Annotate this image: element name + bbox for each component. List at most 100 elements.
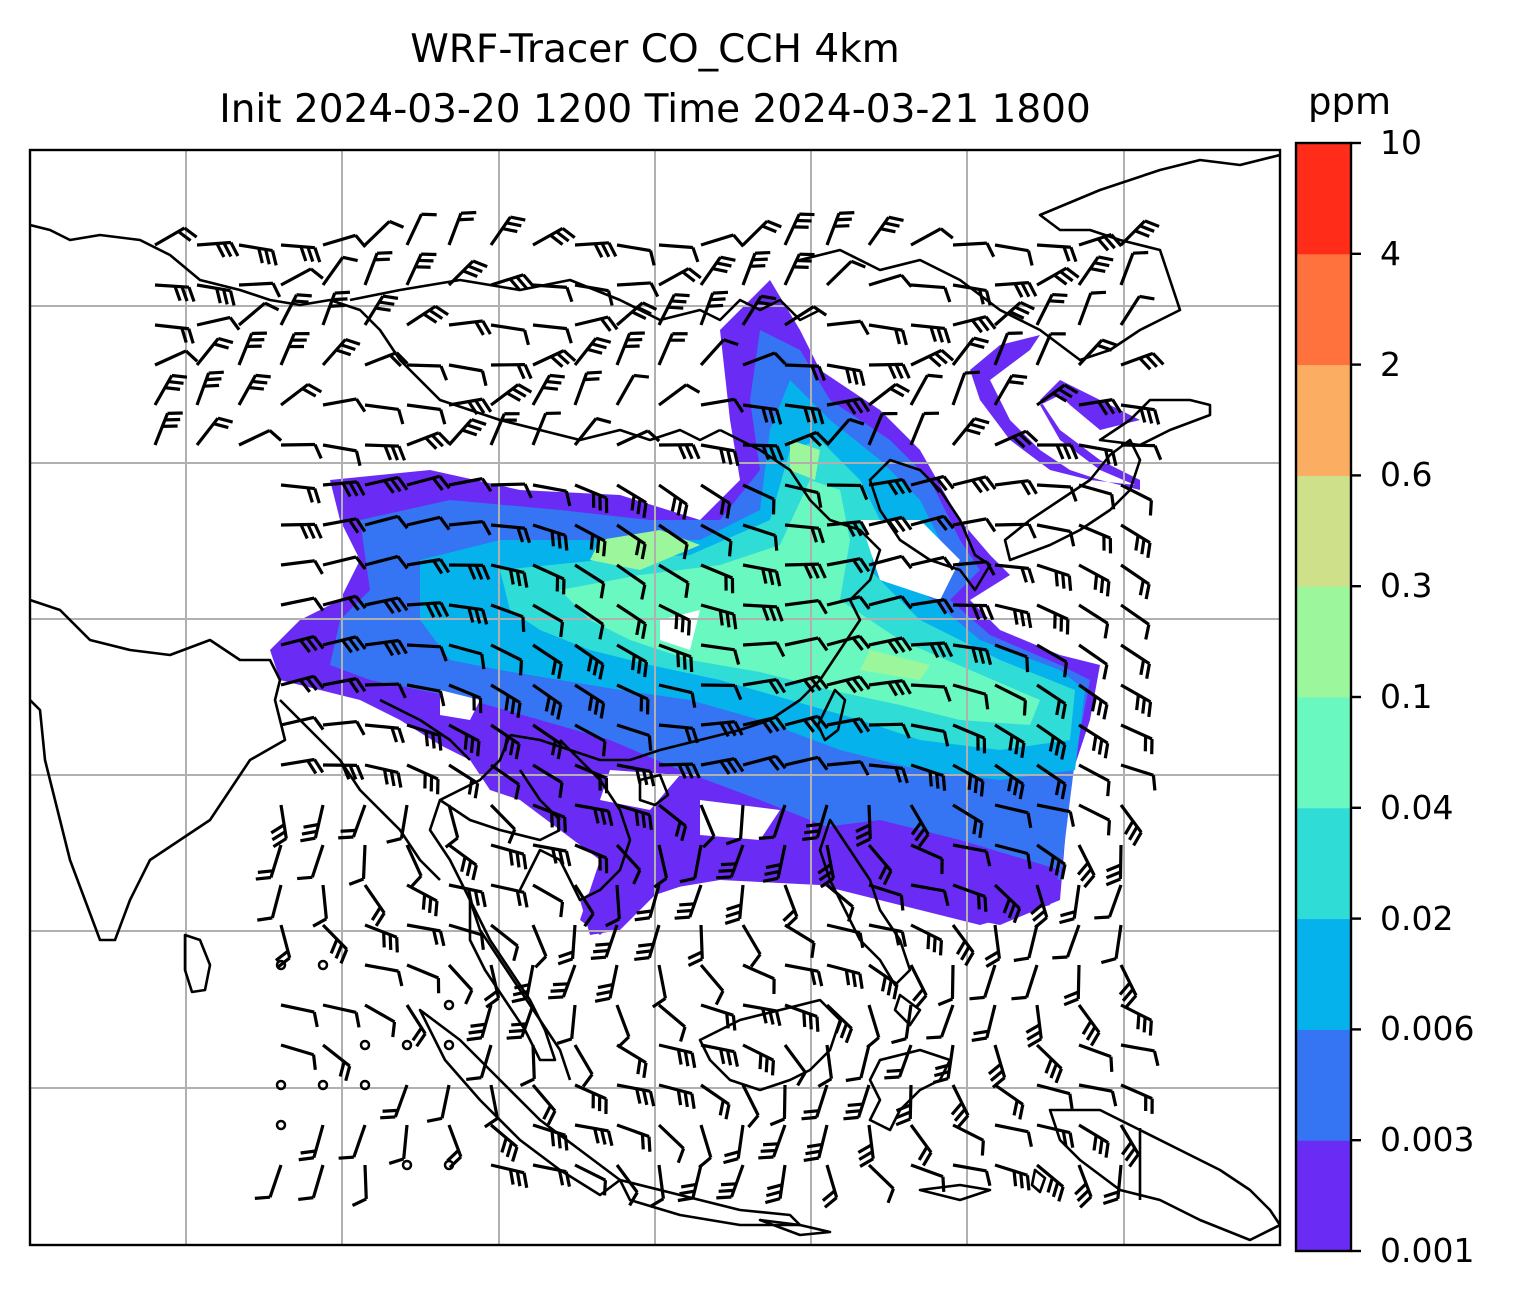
wind-barb bbox=[826, 363, 866, 387]
wind-barb bbox=[490, 843, 528, 870]
wind-barb bbox=[1120, 603, 1151, 640]
wind-barb bbox=[279, 293, 312, 326]
wind-barb bbox=[1120, 763, 1157, 791]
wind-barb bbox=[926, 1004, 955, 1040]
wind-barb bbox=[866, 1004, 881, 1049]
wind-barb bbox=[817, 844, 836, 889]
wind-barb bbox=[616, 723, 653, 751]
wind-barb bbox=[548, 964, 577, 1000]
wind-barb bbox=[573, 336, 612, 366]
wind-barb bbox=[826, 397, 871, 415]
wind-barb bbox=[280, 1043, 317, 1071]
wind-barb bbox=[742, 403, 783, 425]
wind-barb bbox=[1120, 643, 1151, 679]
wind-barb bbox=[867, 411, 898, 446]
wind-barb bbox=[1011, 964, 1039, 1001]
coast-sri-lanka bbox=[183, 933, 212, 994]
wind-barb bbox=[322, 517, 367, 534]
wind-barb bbox=[1035, 332, 1066, 366]
wind-barb bbox=[1120, 1043, 1160, 1067]
wind-barb bbox=[364, 443, 406, 461]
coast-hainan bbox=[638, 773, 670, 807]
wind-barb bbox=[868, 923, 908, 947]
wind-barb bbox=[855, 804, 872, 847]
wind-barb bbox=[444, 804, 460, 849]
wind-barb bbox=[519, 1044, 536, 1087]
wind-barb bbox=[153, 411, 183, 446]
wind-barb bbox=[322, 635, 367, 654]
wind-barb bbox=[448, 683, 483, 714]
wind-barb bbox=[321, 255, 358, 286]
wind-barb bbox=[951, 924, 975, 967]
wind-barb bbox=[868, 722, 911, 739]
wind-barb bbox=[969, 964, 997, 1001]
wind-barb bbox=[1078, 523, 1113, 554]
wind-barb bbox=[532, 723, 563, 760]
wind-barb bbox=[532, 803, 567, 833]
wind-barb bbox=[448, 563, 491, 581]
wind-barb bbox=[406, 643, 448, 662]
wind-barb bbox=[322, 1003, 361, 1028]
wind-barb bbox=[532, 1123, 569, 1151]
wind-barb bbox=[1052, 924, 1081, 960]
wind-barb bbox=[531, 411, 561, 446]
wind-barb bbox=[950, 1084, 970, 1129]
colorbar-segment bbox=[1296, 1029, 1351, 1141]
wind-barb bbox=[700, 683, 743, 701]
wind-barb bbox=[910, 1163, 946, 1192]
wind-barb bbox=[531, 373, 565, 406]
wind-barb bbox=[574, 723, 607, 757]
wind-barb bbox=[298, 1124, 325, 1162]
wind-barb bbox=[700, 483, 732, 519]
wind-barb bbox=[699, 255, 736, 286]
wind-barb bbox=[338, 804, 367, 840]
wind-barb bbox=[910, 641, 954, 659]
wind-barb bbox=[298, 1164, 325, 1201]
wind-barb bbox=[764, 1164, 787, 1205]
wind-barb bbox=[443, 1159, 455, 1171]
wind-barb bbox=[573, 884, 595, 928]
border-mongolia bbox=[349, 278, 821, 322]
wind-barb bbox=[616, 763, 656, 787]
wind-barb bbox=[784, 755, 829, 771]
wind-barb bbox=[616, 243, 656, 266]
wind-barb bbox=[1094, 884, 1123, 920]
wind-barb bbox=[951, 336, 989, 366]
wind-barb bbox=[574, 803, 614, 827]
wind-barb bbox=[574, 843, 609, 874]
wind-barb bbox=[658, 1083, 696, 1109]
wind-barb bbox=[321, 290, 351, 326]
wind-barb bbox=[1078, 443, 1118, 467]
wind-barb bbox=[364, 403, 405, 425]
wind-barb bbox=[322, 719, 366, 736]
wind-barb bbox=[196, 240, 240, 258]
wind-barb bbox=[952, 1123, 985, 1156]
wind-barb bbox=[783, 212, 815, 246]
wind-barb bbox=[868, 515, 913, 534]
wind-barb bbox=[910, 555, 955, 571]
wind-barb bbox=[1036, 443, 1079, 460]
wind-barb bbox=[1035, 1163, 1065, 1202]
colorbar-tick-label: 0.1 bbox=[1380, 677, 1433, 716]
wind-barb bbox=[658, 383, 701, 407]
wind-barb bbox=[699, 963, 725, 1006]
wind-barb bbox=[1078, 1123, 1110, 1158]
wind-barb bbox=[532, 683, 563, 720]
wind-barb bbox=[1036, 763, 1067, 800]
wind-barb bbox=[280, 634, 325, 654]
wind-barb bbox=[1078, 683, 1109, 720]
wind-barb bbox=[1119, 219, 1160, 247]
wind-barb bbox=[994, 643, 1030, 673]
wind-barb bbox=[821, 1164, 839, 1209]
wind-barb bbox=[651, 964, 668, 1009]
wind-barb bbox=[364, 723, 406, 744]
wind-barb bbox=[1013, 924, 1039, 963]
wind-barb bbox=[406, 474, 451, 492]
wind-barb bbox=[363, 884, 386, 927]
wind-barb bbox=[1036, 563, 1073, 591]
wind-barb bbox=[1120, 683, 1153, 718]
wind-barb bbox=[443, 999, 455, 1011]
colorbar-tick-label: 0.02 bbox=[1380, 898, 1454, 938]
wind-barb bbox=[616, 1083, 656, 1107]
wind-barb bbox=[868, 636, 913, 655]
